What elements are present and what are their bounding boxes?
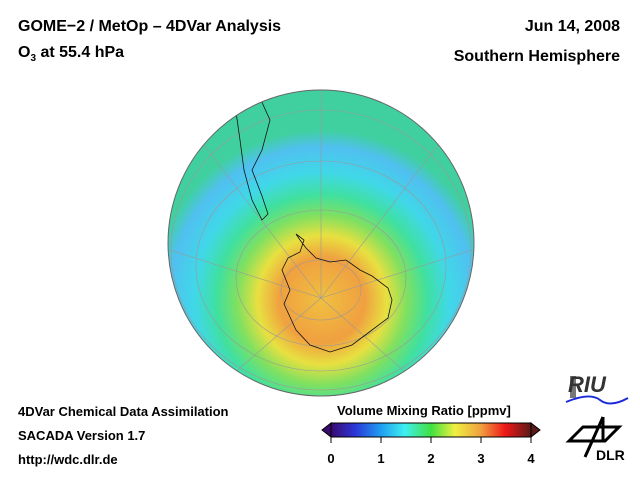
footer-line-2: SACADA Version 1.7 — [18, 428, 146, 443]
colorbar-max-arrow — [530, 422, 541, 439]
riu-logo-graphic — [565, 376, 629, 405]
colorbar-gradient — [330, 422, 532, 438]
colorbar-tick: 4 — [527, 451, 535, 466]
riu-logo: RIU — [568, 372, 606, 397]
footer-url[interactable]: http://wdc.dlr.de — [18, 452, 118, 467]
subtitle-subscript: 3 — [30, 53, 37, 65]
colorbar — [321, 422, 541, 443]
subtitle-species: O — [18, 44, 31, 61]
map-region: Southern Hemisphere — [453, 48, 620, 65]
colorbar-tick: 2 — [427, 451, 435, 466]
graticule — [169, 90, 473, 391]
dlr-logo-icon — [565, 416, 623, 458]
colorbar-tick: 0 — [327, 451, 335, 466]
colorbar-min-arrow — [321, 422, 332, 439]
colorbar-tick: 3 — [477, 451, 485, 466]
subtitle-level: at 55.4 hPa — [36, 44, 125, 61]
dlr-logo: DLR — [596, 447, 625, 463]
map-subtitle: O3 at 55.4 hPa — [18, 44, 124, 64]
colorbar-tick: 1 — [377, 451, 385, 466]
map-date: Jun 14, 2008 — [524, 18, 620, 35]
footer-line-1: 4DVar Chemical Data Assimilation — [18, 404, 229, 419]
colorbar-title: Volume Mixing Ratio [ppmv] — [337, 403, 511, 418]
map-title: GOME−2 / MetOp – 4DVar Analysis — [18, 18, 282, 35]
